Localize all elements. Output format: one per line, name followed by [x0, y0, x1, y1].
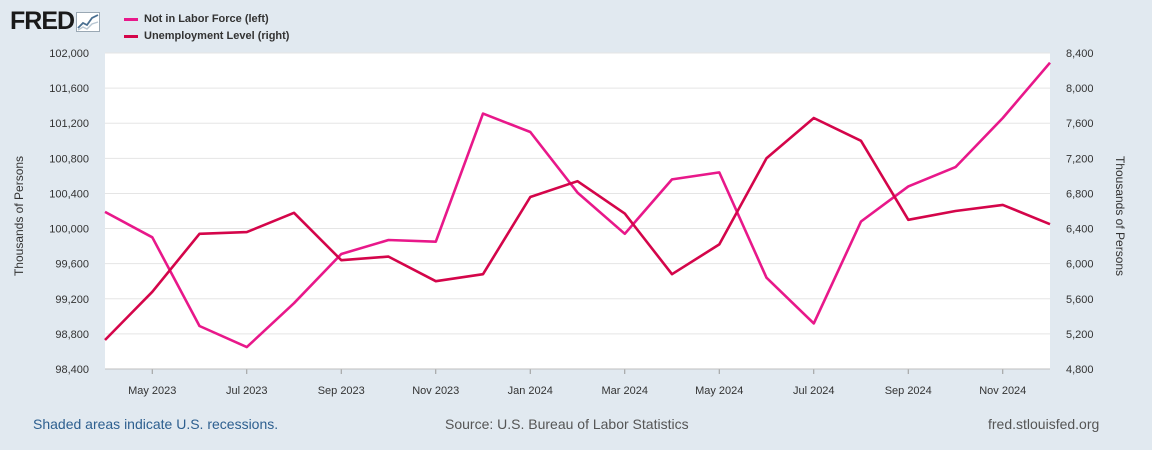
- y-left-tick-label: 100,800: [49, 153, 89, 165]
- line-chart: 98,400 98,800 99,200 99,600 100,000 100,400 10…: [12, 48, 1127, 397]
- y-axis-left: 98,400 98,800 99,200 99,600 100,000 100,400 10…: [49, 48, 89, 376]
- series-line-not-in-labor-force[interactable]: [104, 61, 1051, 349]
- y-axis-right-title: Thousands of Persons: [1113, 156, 1127, 276]
- legend-label-right: Unemployment Level (right): [144, 30, 290, 42]
- site-link[interactable]: fred.stlouisfed.org: [988, 416, 1100, 432]
- x-tick-label: Nov 2023: [412, 385, 459, 397]
- legend-swatch-right: [124, 35, 138, 38]
- y-right-tick-label: 5,600: [1066, 294, 1094, 306]
- y-right-tick-label: 7,200: [1066, 153, 1094, 165]
- x-tick-label: May 2024: [695, 385, 743, 397]
- y-left-tick-label: 101,600: [49, 83, 89, 95]
- x-tick-label: Sep 2023: [318, 385, 365, 397]
- y-left-tick-label: 100,400: [49, 188, 89, 200]
- source-note: Source: U.S. Bureau of Labor Statistics: [445, 416, 689, 432]
- legend-label-left: Not in Labor Force (left): [144, 13, 269, 25]
- y-left-tick-label: 99,600: [55, 259, 89, 271]
- y-left-tick-label: 99,200: [55, 294, 89, 306]
- series-line-unemployment-level[interactable]: [104, 116, 1051, 341]
- chart-line-icon: [76, 11, 101, 32]
- y-right-tick-label: 8,400: [1066, 48, 1094, 60]
- legend-item-right-series[interactable]: Unemployment Level (right): [124, 28, 289, 45]
- y-right-tick-label: 6,400: [1066, 224, 1094, 236]
- recession-note[interactable]: Shaded areas indicate U.S. recessions.: [33, 416, 279, 432]
- y-right-tick-label: 6,000: [1066, 259, 1094, 271]
- plot-area: [105, 53, 1050, 369]
- x-tick-label: Mar 2024: [602, 385, 648, 397]
- y-left-tick-label: 98,400: [55, 364, 89, 376]
- y-right-tick-label: 4,800: [1066, 364, 1094, 376]
- series-layer: [104, 61, 1051, 349]
- chart-legend: Not in Labor Force (left) Unemployment L…: [124, 11, 289, 45]
- y-right-tick-label: 6,800: [1066, 188, 1094, 200]
- y-left-tick-label: 98,800: [55, 329, 89, 341]
- x-tick-label: May 2023: [128, 385, 176, 397]
- x-tick-label: Sep 2024: [885, 385, 932, 397]
- legend-item-left-series[interactable]: Not in Labor Force (left): [124, 11, 289, 28]
- fred-logo-text: FRED: [10, 7, 75, 35]
- y-axis-right: 4,800 5,200 5,600 6,000 6,400 6,800 7,200 7,600…: [1066, 48, 1094, 376]
- x-tick-label: Jan 2024: [508, 385, 553, 397]
- y-axis-left-title: Thousands of Persons: [12, 156, 26, 276]
- x-tick-label: Nov 2024: [979, 385, 1026, 397]
- x-axis: May 2023 Jul 2023 Sep 2023 Nov 2023 Jan 2024…: [105, 368, 1050, 397]
- y-left-tick-label: 102,000: [49, 48, 89, 60]
- y-right-tick-label: 5,200: [1066, 329, 1094, 341]
- y-left-tick-label: 100,000: [49, 224, 89, 236]
- y-right-tick-label: 7,600: [1066, 118, 1094, 130]
- y-left-tick-label: 101,200: [49, 118, 89, 130]
- x-tick-label: Jul 2024: [793, 385, 835, 397]
- x-tick-label: Jul 2023: [226, 385, 268, 397]
- fred-logo[interactable]: FRED: [10, 7, 101, 36]
- legend-swatch-left: [124, 18, 138, 21]
- y-right-tick-label: 8,000: [1066, 83, 1094, 95]
